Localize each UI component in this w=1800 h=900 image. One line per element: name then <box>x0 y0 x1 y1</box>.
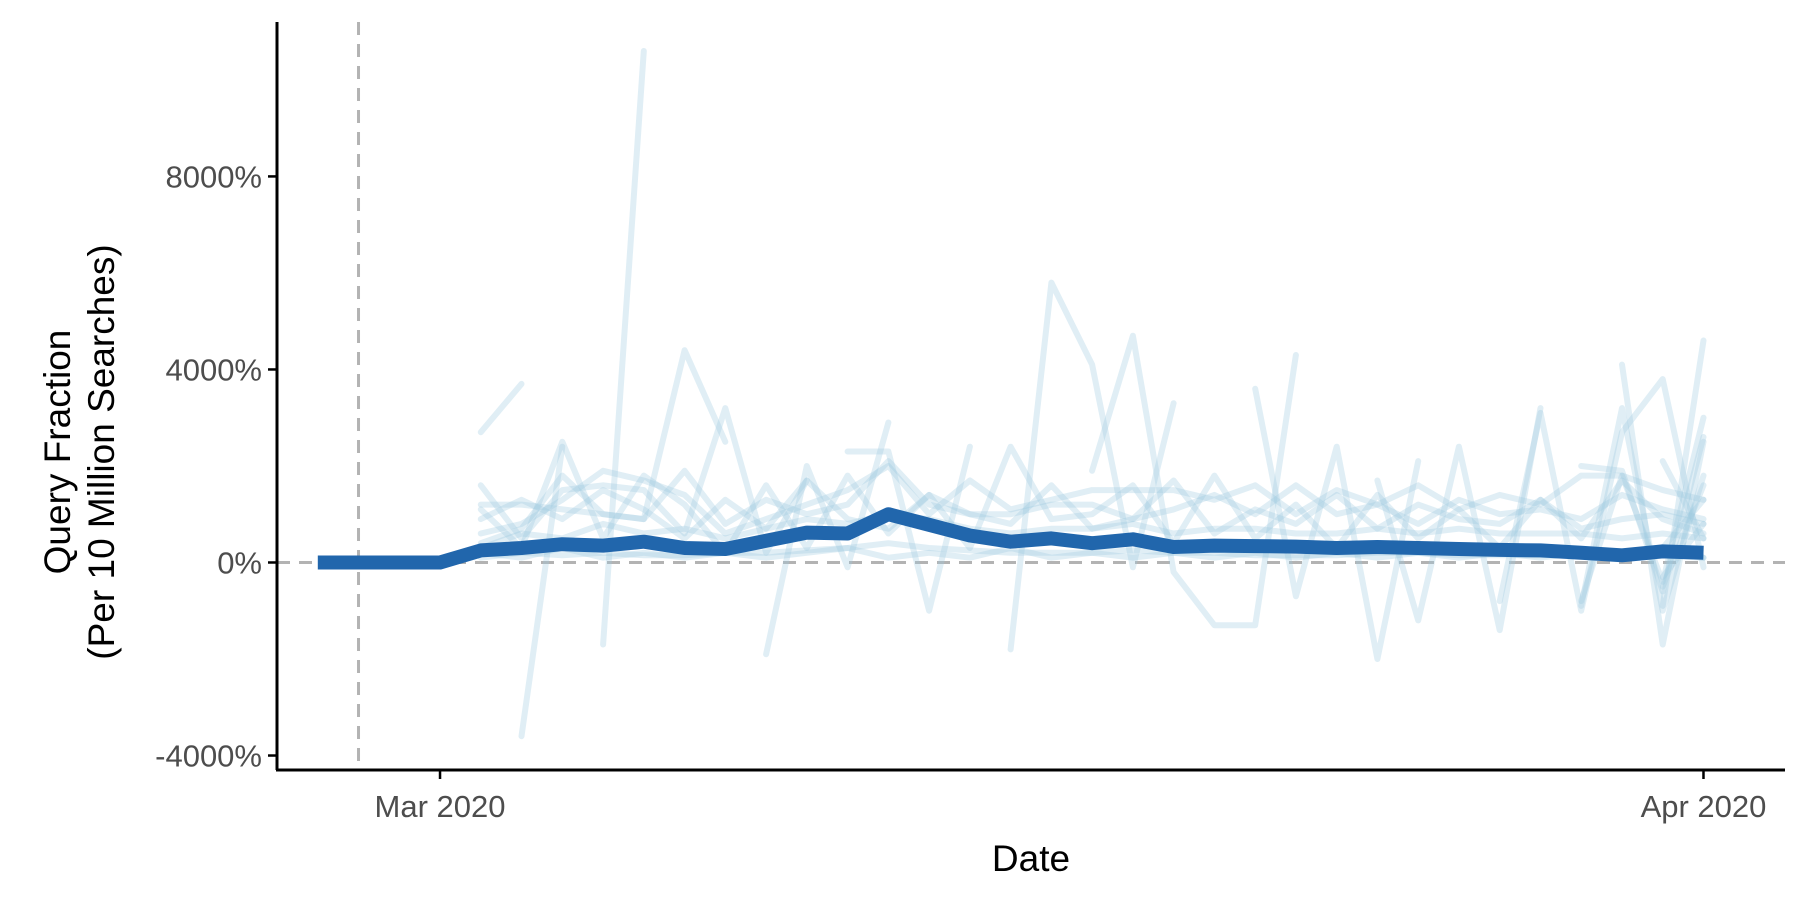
individual-series-line <box>1496 376 1707 614</box>
y-axis-title-line-2: (Per 10 Million Searches) <box>81 244 122 659</box>
individual-series-line <box>1578 434 1707 595</box>
y-axis-title-line-1: Query Fraction <box>37 330 78 575</box>
individual-series-line <box>477 458 1707 547</box>
individual-series-line <box>1659 337 1707 609</box>
individual-series-line <box>1659 482 1707 590</box>
x-tick-label: Apr 2020 <box>1641 789 1767 824</box>
individual-series-line <box>1659 458 1707 542</box>
individual-series-line <box>1578 405 1707 614</box>
y-tick-label: -4000% <box>155 739 262 774</box>
y-tick-label: 0% <box>217 545 262 580</box>
y-axis-ticks: -4000% 0% 4000% 8000% <box>155 159 277 774</box>
individual-series-line <box>1619 361 1707 648</box>
individual-series-line <box>1578 414 1707 605</box>
individual-series-line <box>1252 385 1422 662</box>
y-tick-label: 8000% <box>165 159 262 194</box>
x-axis-ticks: Mar 2020 Apr 2020 <box>375 770 1767 824</box>
x-tick-label: Mar 2020 <box>375 789 506 824</box>
x-axis-title: Date <box>992 838 1070 879</box>
individual-series-line <box>1089 332 1299 629</box>
individual-series-line <box>1007 279 1177 653</box>
average-series-line <box>317 507 1704 570</box>
individual-series-line <box>477 347 729 523</box>
individual-series-line <box>477 511 1707 551</box>
individual-series-line <box>763 419 892 658</box>
individual-series-line <box>477 380 525 436</box>
individual-series-line <box>1659 496 1707 551</box>
reference-lines <box>277 22 1785 770</box>
individual-series-group <box>477 48 1707 740</box>
y-axis-title: Query Fraction (Per 10 Million Searches) <box>37 244 122 659</box>
average-series-group <box>317 507 1704 570</box>
individual-series-line <box>477 477 1707 542</box>
individual-series-line <box>477 405 810 556</box>
individual-series-line <box>477 463 1707 537</box>
individual-series-line <box>518 443 566 740</box>
y-tick-label: 4000% <box>165 352 262 387</box>
